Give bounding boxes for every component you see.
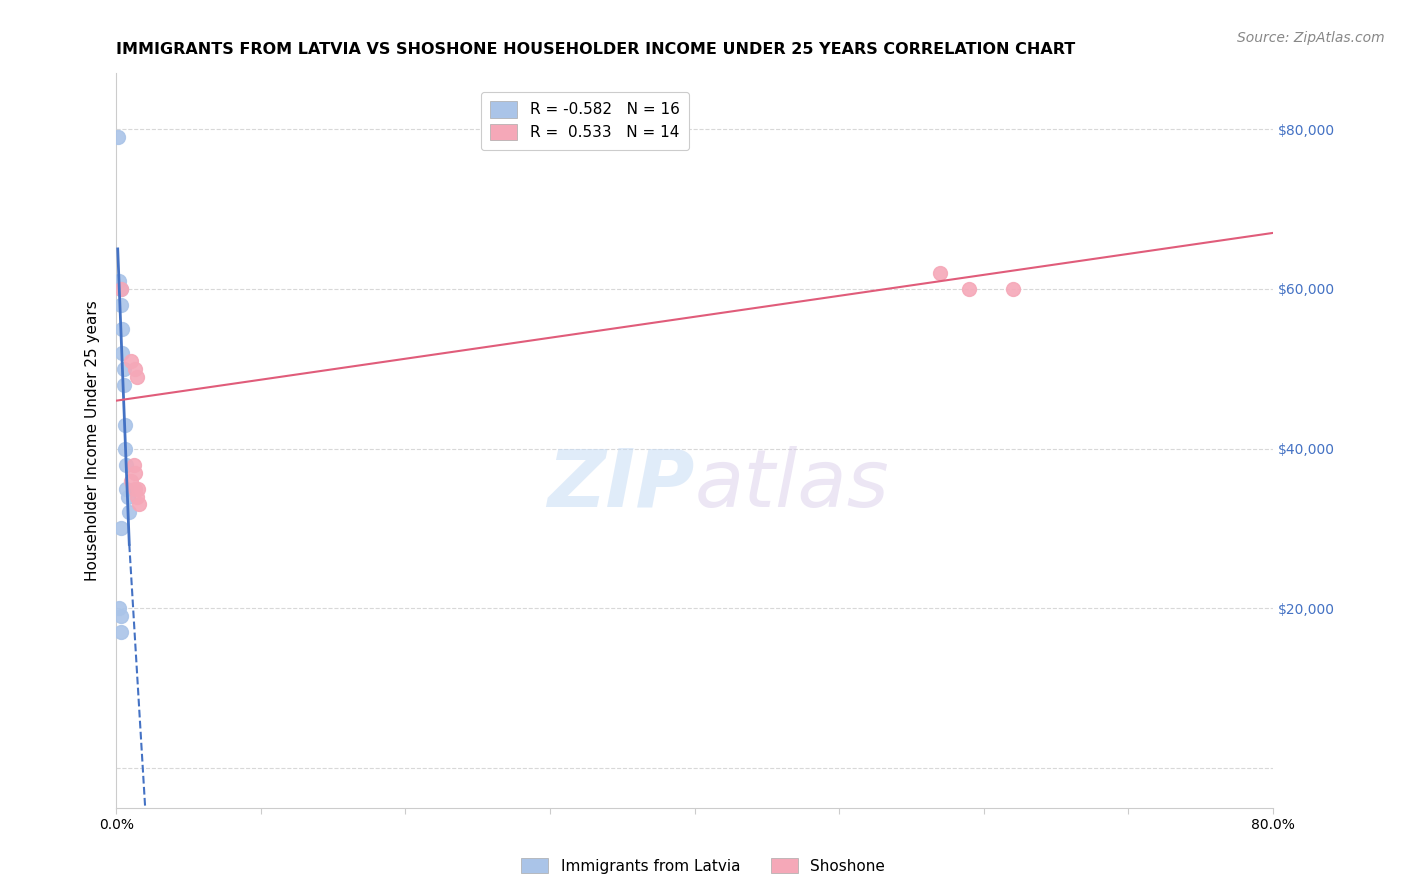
Point — [120, 474, 142, 488]
Point — [122, 458, 145, 472]
Point — [128, 498, 150, 512]
Legend: Immigrants from Latvia, Shoshone: Immigrants from Latvia, Shoshone — [515, 852, 891, 880]
Point — [110, 609, 132, 624]
Point — [115, 482, 138, 496]
Text: atlas: atlas — [695, 446, 889, 524]
Text: IMMIGRANTS FROM LATVIA VS SHOSHONE HOUSEHOLDER INCOME UNDER 25 YEARS CORRELATION: IMMIGRANTS FROM LATVIA VS SHOSHONE HOUSE… — [117, 42, 1076, 57]
Point — [124, 466, 146, 480]
Point — [111, 345, 134, 359]
Point — [110, 298, 132, 312]
Point — [110, 521, 132, 535]
Text: Source: ZipAtlas.com: Source: ZipAtlas.com — [1237, 31, 1385, 45]
Y-axis label: Householder Income Under 25 years: Householder Income Under 25 years — [86, 301, 100, 581]
Point — [114, 442, 136, 456]
Text: ZIP: ZIP — [547, 446, 695, 524]
Point — [112, 377, 135, 392]
Point — [124, 361, 146, 376]
Point — [110, 625, 132, 640]
Point — [929, 266, 952, 280]
Point — [124, 482, 146, 496]
Point — [107, 130, 129, 145]
Point — [117, 490, 139, 504]
Point — [118, 506, 141, 520]
Point — [110, 282, 132, 296]
Point — [1001, 282, 1024, 296]
Point — [120, 353, 142, 368]
Point — [108, 274, 131, 288]
Point — [125, 490, 148, 504]
Point — [112, 361, 135, 376]
Point — [125, 369, 148, 384]
Point — [111, 322, 134, 336]
Point — [957, 282, 980, 296]
Point — [127, 482, 149, 496]
Point — [108, 601, 131, 615]
Point — [110, 282, 132, 296]
Legend: R = -0.582   N = 16, R =  0.533   N = 14: R = -0.582 N = 16, R = 0.533 N = 14 — [481, 92, 689, 150]
Point — [114, 417, 136, 432]
Point — [115, 458, 138, 472]
